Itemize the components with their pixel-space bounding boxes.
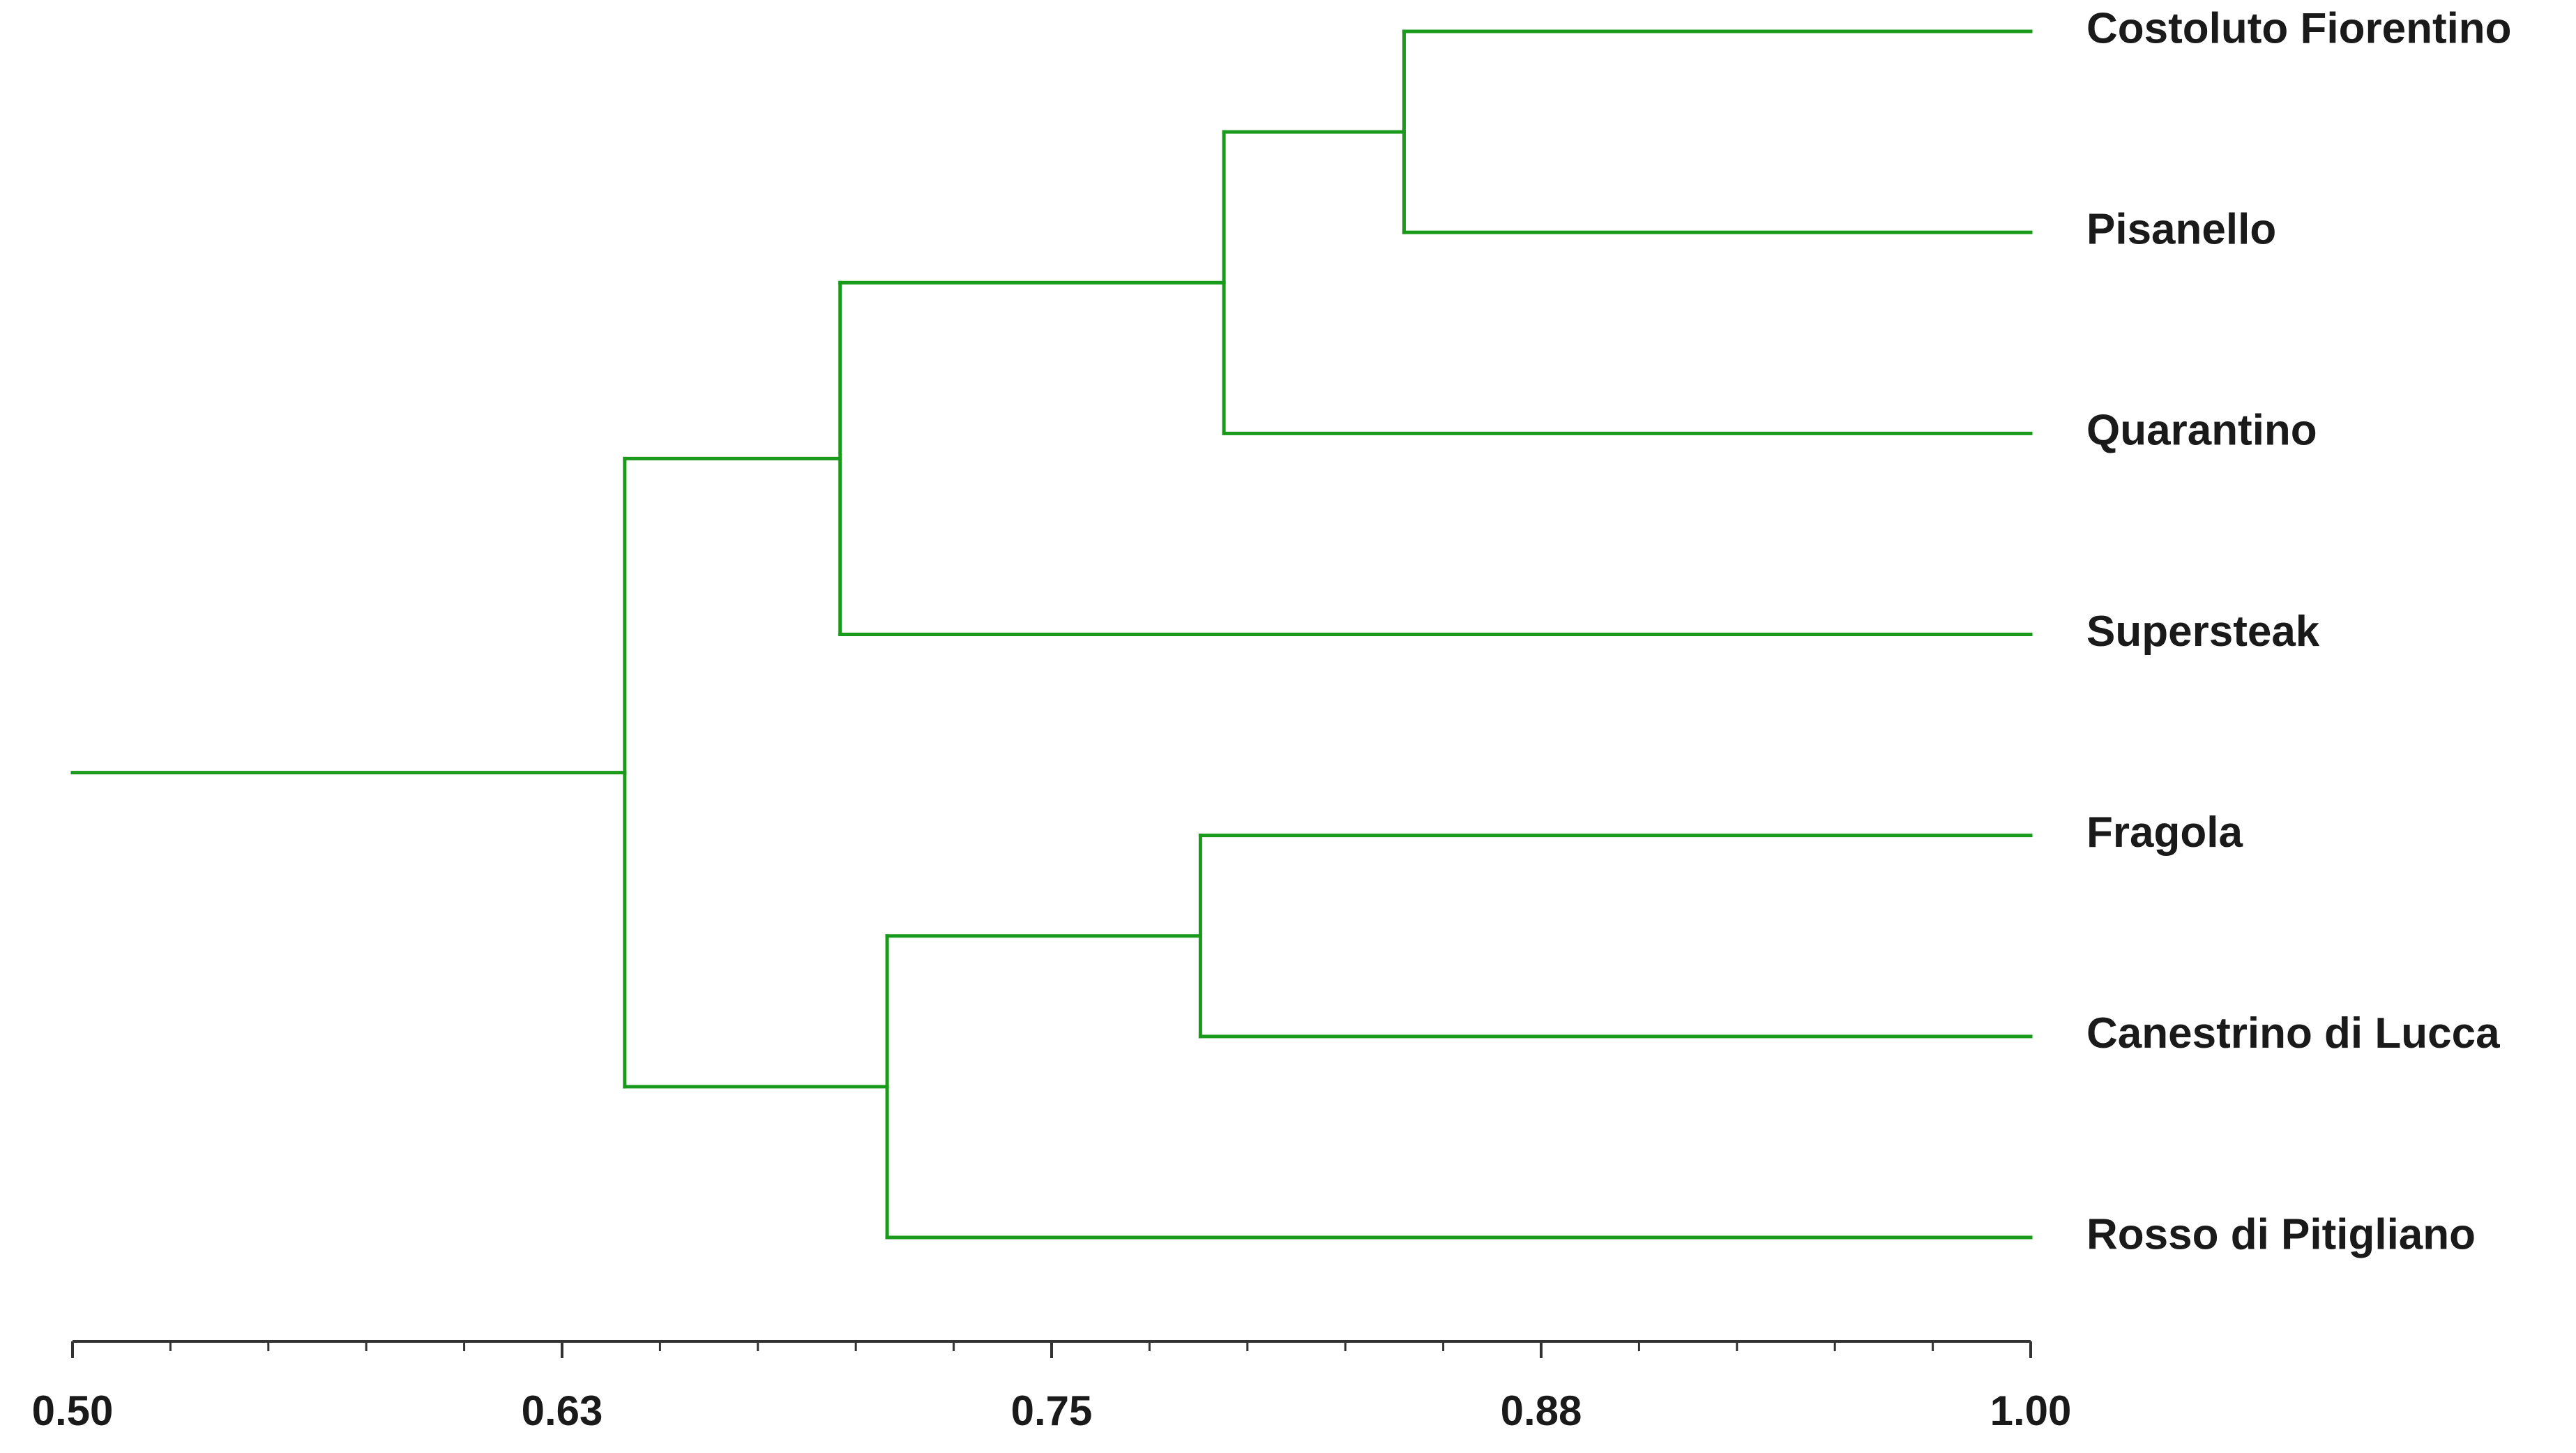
x-tick-label: 1.00 [1990, 1387, 2072, 1434]
leaf-label: Canestrino di Lucca [2086, 1009, 2500, 1057]
leaf-label: Pisanello [2086, 206, 2276, 254]
leaf-label: Quarantino [2086, 407, 2317, 455]
x-tick-label: 0.50 [32, 1387, 114, 1434]
x-tick-label: 0.75 [1011, 1387, 1093, 1434]
leaf-label: Costoluto Fiorentino [2086, 4, 2512, 52]
leaf-label: Fragola [2086, 808, 2243, 857]
x-tick-label: 0.63 [522, 1387, 603, 1434]
x-tick-label: 0.88 [1501, 1387, 1582, 1434]
leaf-label: Rosso di Pitigliano [2086, 1210, 2476, 1258]
leaf-label: Supersteak [2086, 608, 2320, 656]
